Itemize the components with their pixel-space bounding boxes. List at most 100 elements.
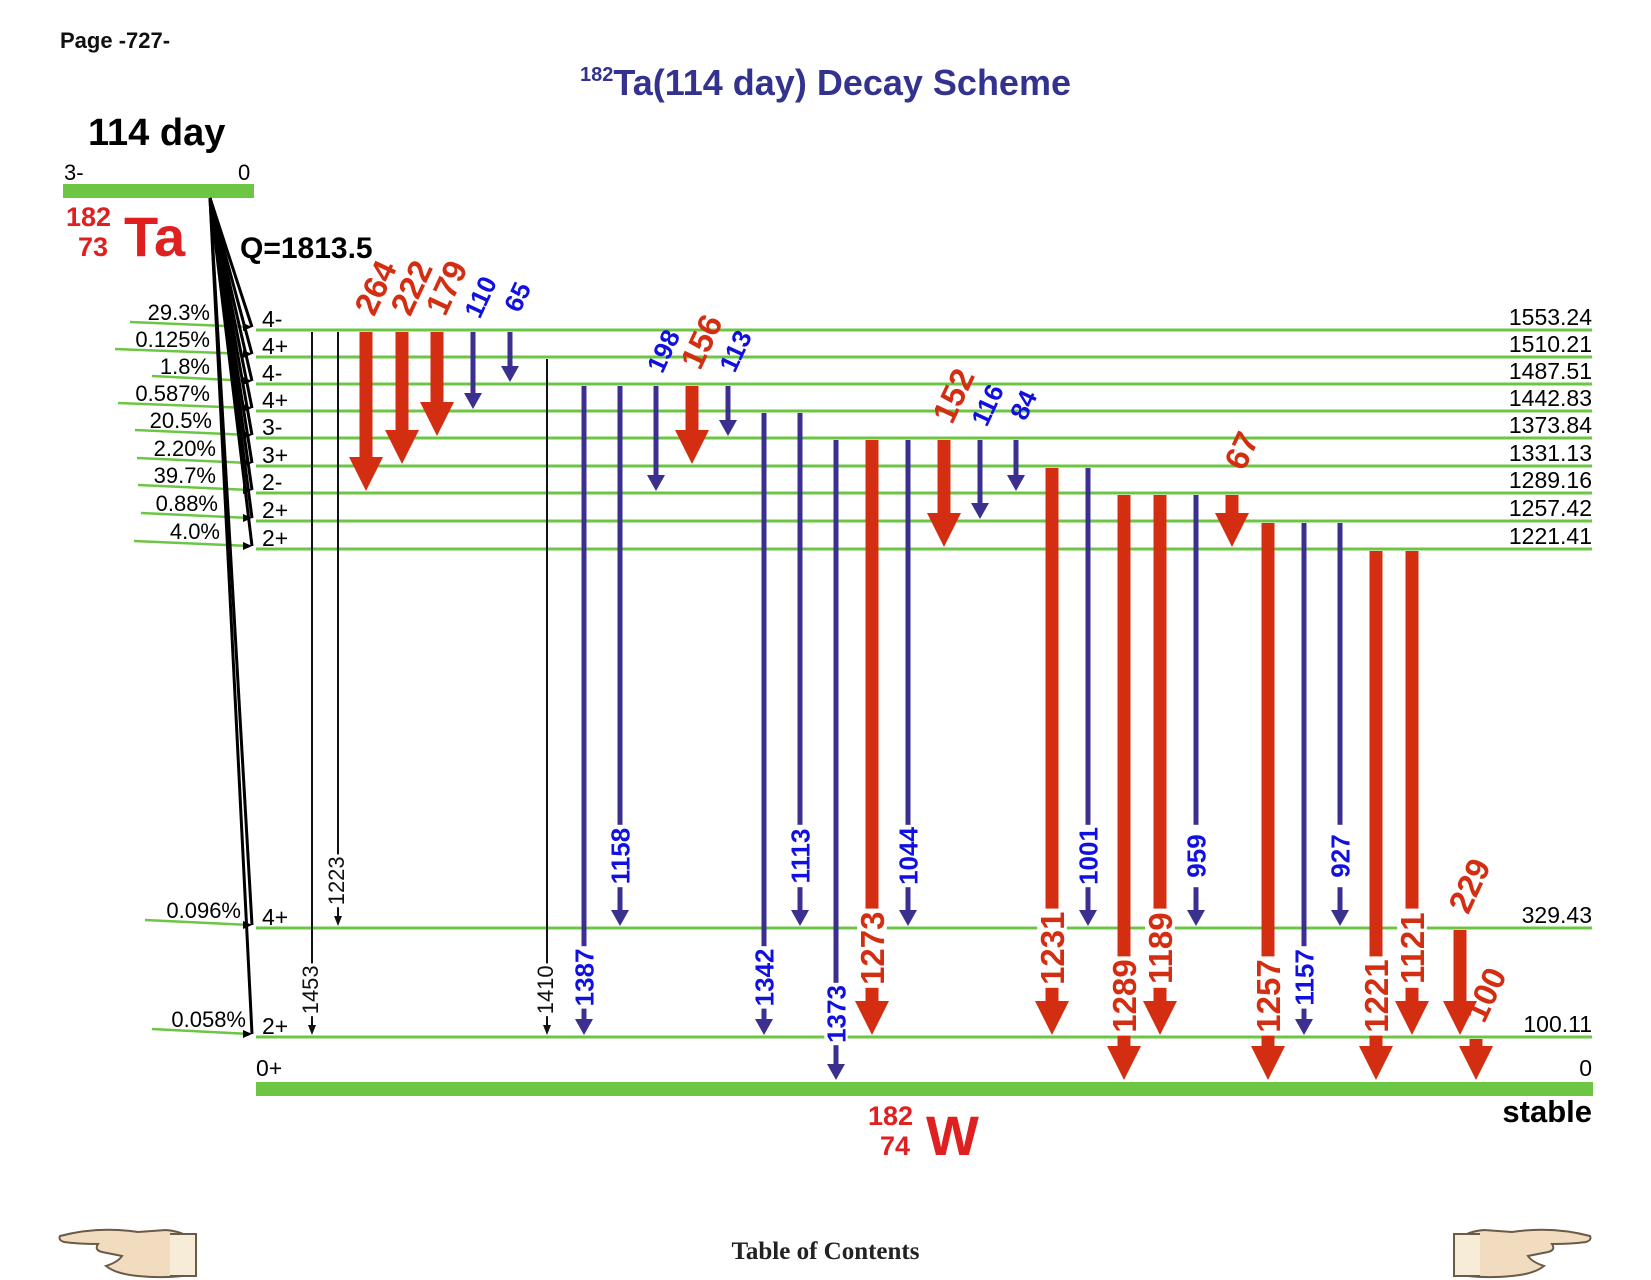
transition-arrowhead [1007, 475, 1025, 491]
transition-label: 65 [498, 278, 537, 317]
transition-arrowhead [855, 1001, 889, 1035]
parent-half-life: 114 day [88, 112, 225, 154]
transition-arrowhead [334, 916, 342, 926]
level-energy: 1442.83 [1509, 385, 1592, 411]
transition-shaft [1369, 551, 1383, 1046]
transition-label: 1289 [1106, 959, 1143, 1032]
transition-shaft [865, 440, 879, 1001]
transition-arrowhead [791, 910, 809, 926]
transition-shaft [685, 386, 699, 430]
label-backdrop [788, 824, 812, 888]
transition-1223: 1223 [324, 332, 349, 926]
ground-energy: 0 [1579, 1055, 1592, 1081]
branching-ratio: 39.7% [154, 463, 216, 488]
transition-1189: 1189 [1142, 495, 1179, 1035]
transition-label: 1273 [854, 911, 891, 984]
transition-label: 1410 [533, 965, 558, 1014]
transition-1342: 1342 [749, 413, 779, 1035]
transition-shaft [359, 332, 373, 457]
level-energy: 1487.51 [1509, 358, 1592, 384]
label-backdrop [896, 824, 920, 888]
transition-arrowhead [420, 402, 454, 436]
transition-shaft [1045, 468, 1059, 1001]
branching-ratio: 1.8% [160, 354, 210, 379]
transition-1453: 1453 [298, 332, 323, 1035]
level-spin: 4+ [262, 387, 288, 413]
q-value: Q=1813.5 [240, 232, 373, 265]
beta-feed-line [208, 197, 254, 547]
transition-1387: 1387 [569, 386, 599, 1035]
transition-1158: 1158 [605, 386, 635, 926]
scheme-title: 182Ta(114 day) Decay Scheme [0, 62, 1651, 104]
transition-shaft [937, 440, 951, 513]
transition-arrowhead [1079, 910, 1097, 926]
label-backdrop [1253, 956, 1283, 1036]
transition-arrowhead [1187, 910, 1205, 926]
transition-arrowhead [1251, 1046, 1285, 1080]
transition-shaft [653, 386, 659, 475]
transition-arrowhead [899, 910, 917, 926]
level-spin: 4- [262, 306, 282, 332]
daughter-symbol: W [926, 1104, 979, 1167]
parent-mass: 182 [66, 202, 111, 232]
branching-ratio: 20.5% [150, 408, 212, 433]
transition-label: 1453 [298, 965, 323, 1014]
transition-arrowhead [1035, 1001, 1069, 1035]
daughter-z: 74 [880, 1131, 910, 1161]
level-spin: 2+ [262, 1013, 288, 1039]
transition-shaft [470, 332, 476, 393]
transition-arrowhead [611, 910, 629, 926]
transition-arrowhead [385, 430, 419, 464]
transition-shaft [1193, 495, 1199, 910]
transition-label: 1044 [893, 827, 923, 885]
transition-shaft [1013, 440, 1019, 475]
beta-feed-line [208, 197, 254, 1035]
transition-label: 1189 [1142, 912, 1179, 984]
level-energy: 1221.41 [1509, 523, 1592, 549]
transition-arrowhead [1107, 1046, 1141, 1080]
branching-ratio: 4.0% [170, 519, 220, 544]
level-spin: 4+ [262, 333, 288, 359]
transition-1044: 1044 [893, 440, 923, 926]
ground-state-bar [256, 1082, 1593, 1096]
level-spin: 2+ [262, 497, 288, 523]
label-backdrop [1037, 908, 1067, 988]
level-spin: 4+ [262, 904, 288, 930]
feed-arrow-head [243, 542, 252, 550]
label-backdrop [537, 963, 557, 1017]
transition-arrowhead [501, 366, 519, 382]
level-energy: 1331.13 [1509, 440, 1592, 466]
transition-arrowhead [575, 1019, 593, 1035]
transition-1001: 1001 [1073, 468, 1103, 926]
level-energy: 329.43 [1522, 902, 1592, 928]
level-spin: 4- [262, 360, 282, 386]
label-backdrop [1328, 824, 1352, 888]
title-text: Ta(114 day) Decay Scheme [613, 62, 1071, 103]
transition-shaft [337, 332, 339, 916]
parent-energy: 0 [238, 160, 250, 185]
hand-pointing-right-icon[interactable] [1452, 1222, 1592, 1280]
parent-symbol: Ta [124, 205, 186, 268]
transition-label: 1257 [1250, 959, 1287, 1032]
hand-pointing-left-icon[interactable] [58, 1222, 198, 1280]
transition-label: 67 [1217, 426, 1266, 475]
transition-arrowhead [1143, 1001, 1177, 1035]
parent-z: 73 [78, 232, 108, 262]
feed-arrow [151, 1027, 251, 1036]
parent-level-bar [63, 184, 254, 198]
table-of-contents-link[interactable]: Table of Contents [731, 1238, 920, 1265]
transition-arrowhead [647, 475, 665, 491]
transition-shaft [430, 332, 444, 402]
branching-ratio: 0.058% [171, 1007, 246, 1032]
page-number: Page -727- [60, 28, 171, 53]
transition-shaft [833, 440, 839, 1064]
transition-shaft [977, 440, 983, 503]
transition-1289: 1289 [1106, 495, 1143, 1080]
transition-shaft [1301, 523, 1307, 1019]
branching-ratio: 0.88% [156, 491, 218, 516]
transition-arrowhead [927, 513, 961, 547]
transition-shaft [1405, 551, 1419, 1001]
title-mass: 182 [580, 64, 614, 86]
